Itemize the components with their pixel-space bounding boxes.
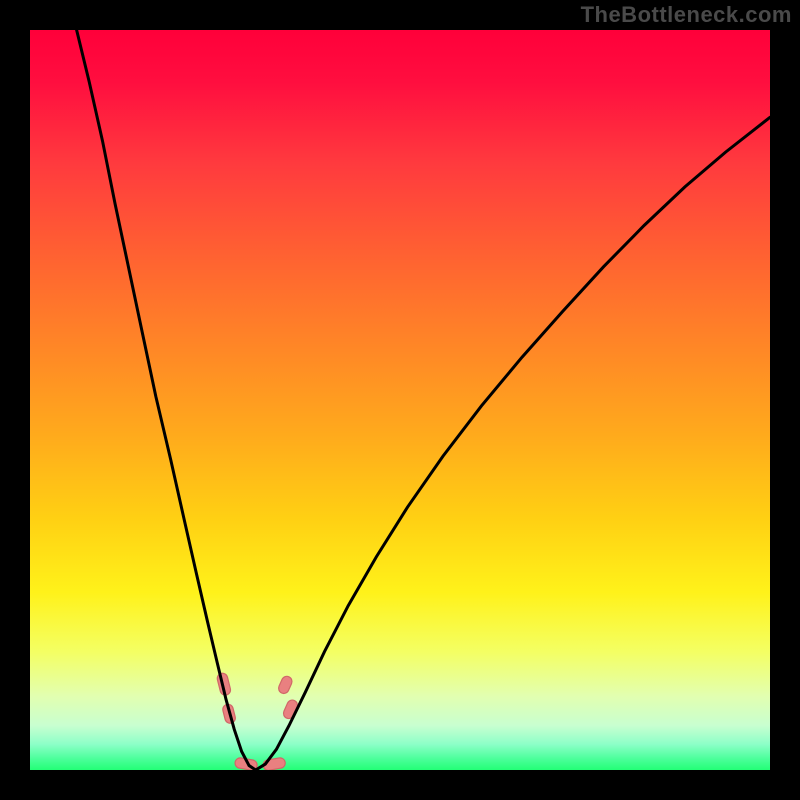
data-marker [277,675,294,695]
plot-area [30,30,770,770]
watermark-text: TheBottleneck.com [581,2,792,28]
chart-curves [30,30,770,770]
data-markers [216,672,299,770]
left-curve [77,30,256,770]
chart-frame: TheBottleneck.com [0,0,800,800]
right-curve [256,117,770,770]
